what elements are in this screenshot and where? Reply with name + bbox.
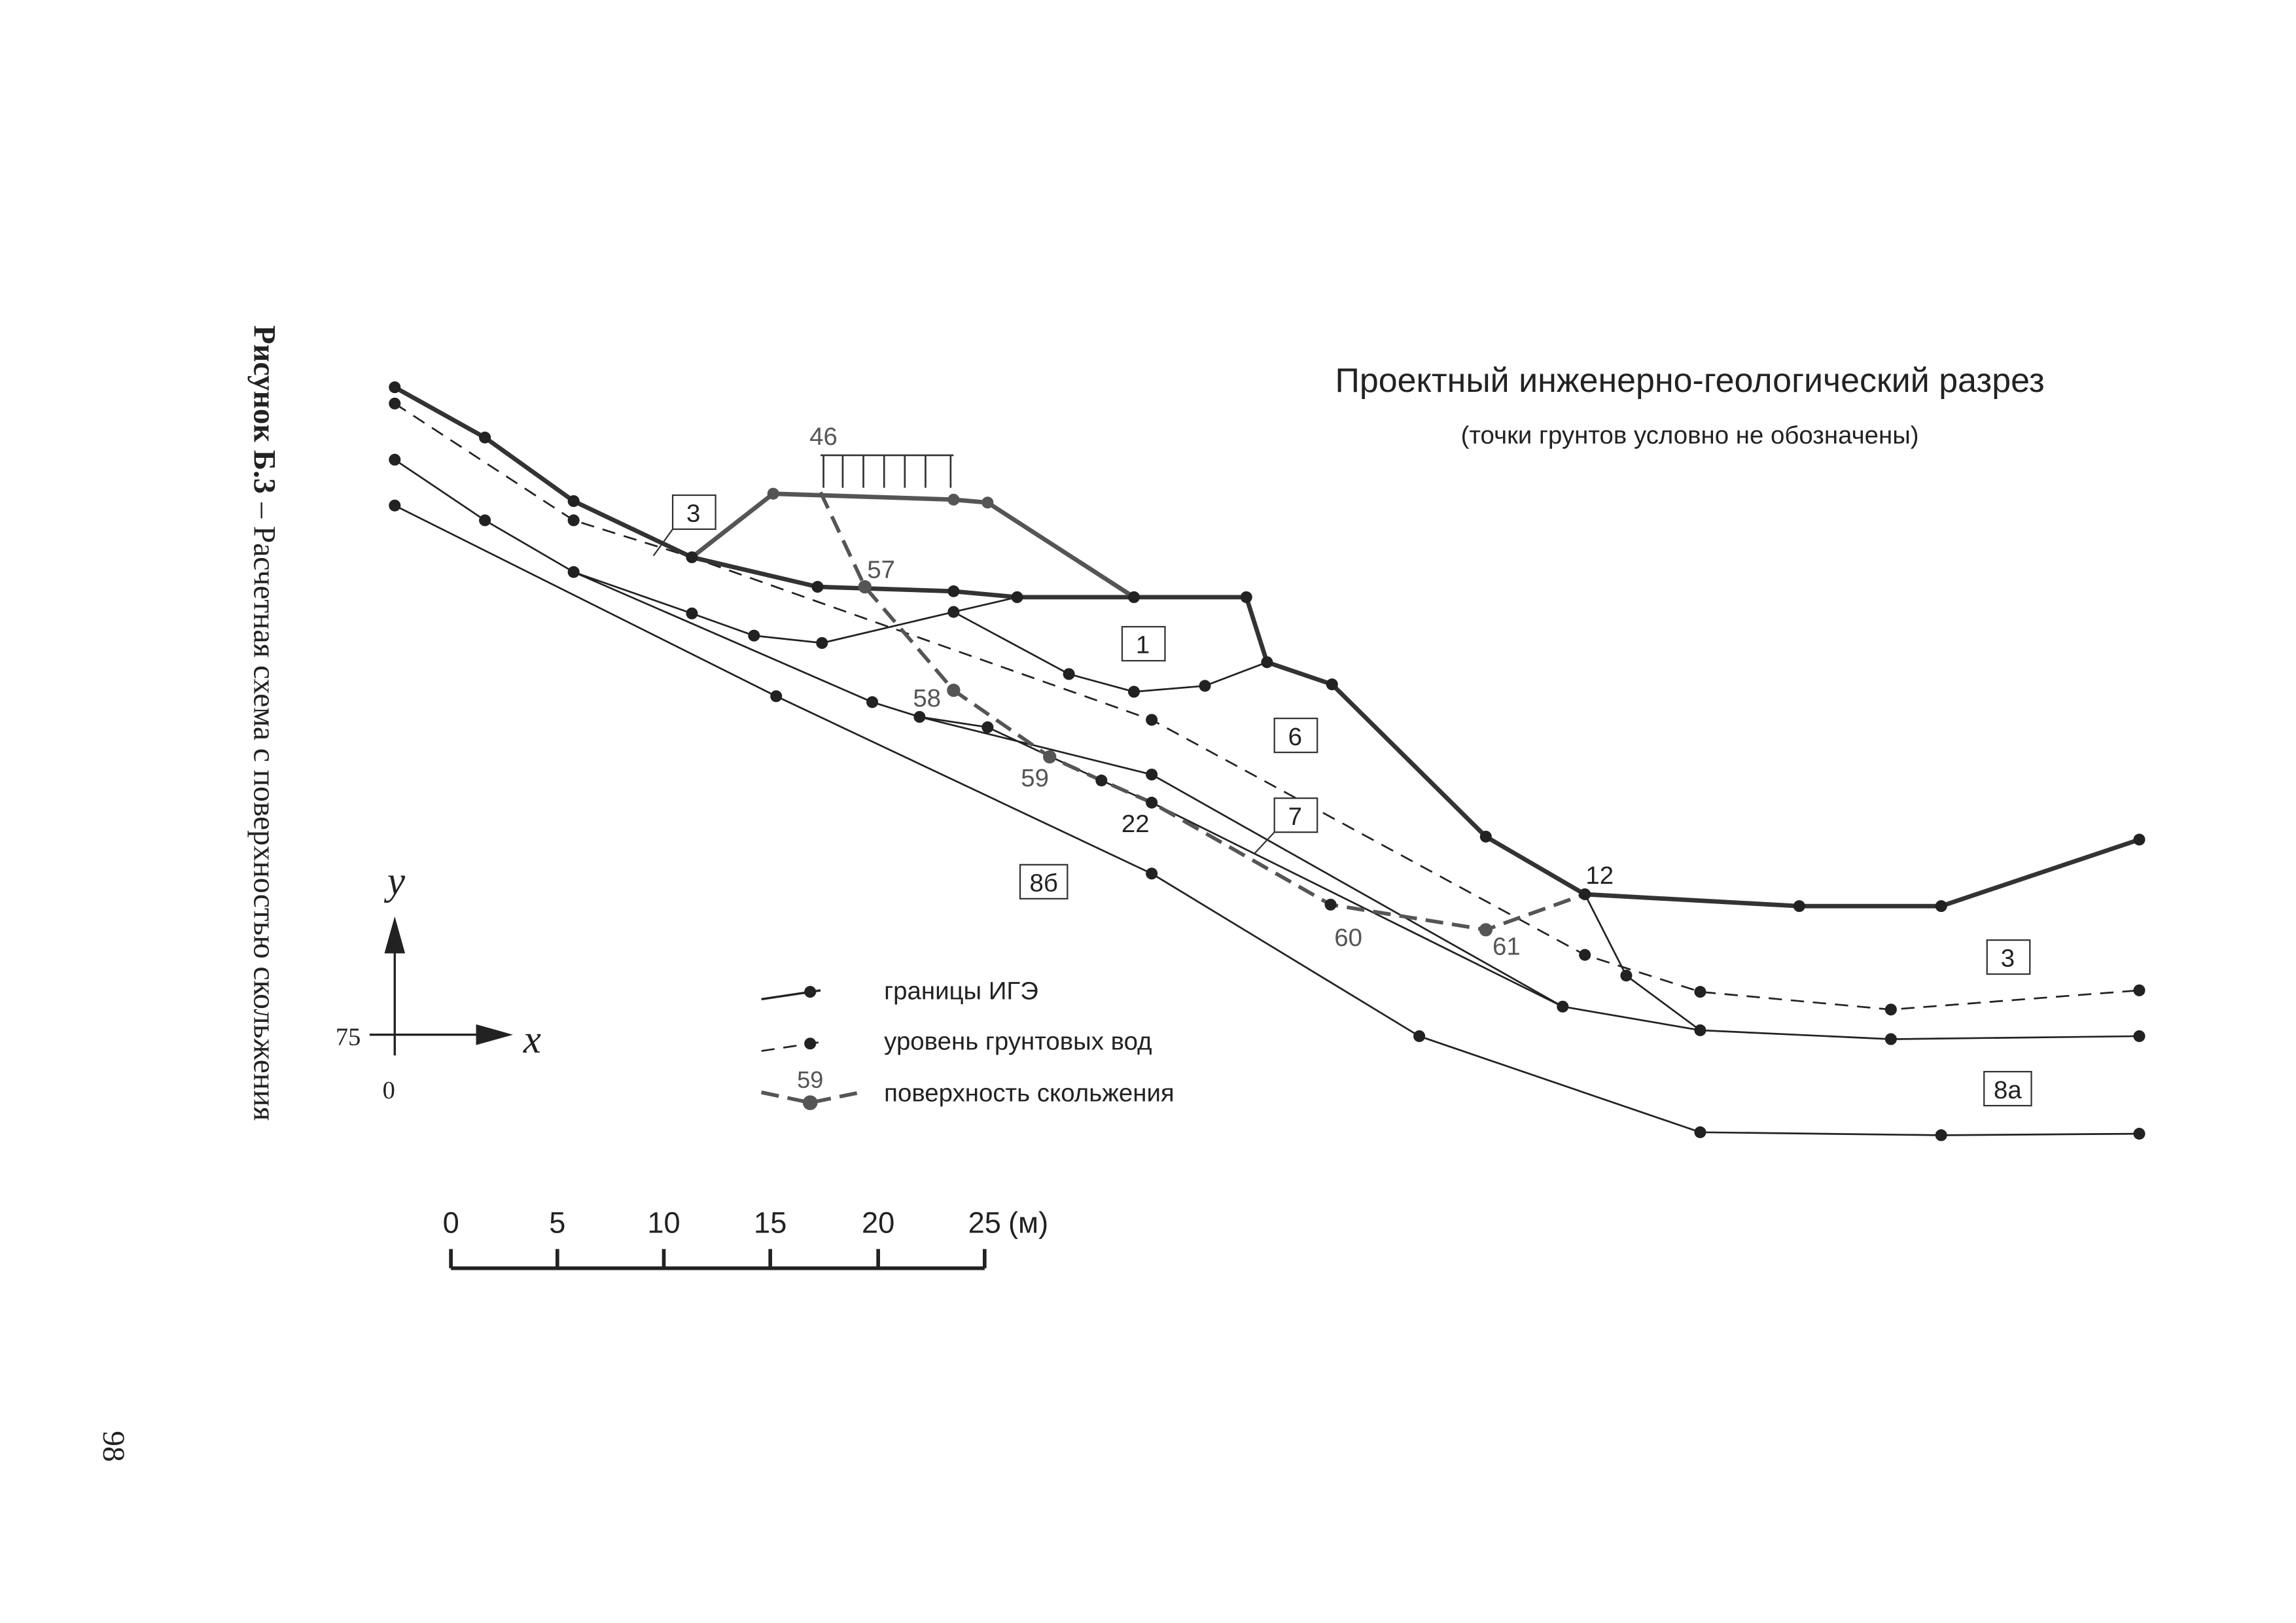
point-labels: 46 57 58 59 22 60 61 12 xyxy=(809,423,1614,961)
scale-bar: 0 5 10 15 20 25 (м) xyxy=(443,1206,1048,1270)
scale-unit: (м) xyxy=(1008,1206,1048,1239)
scale-tick: 10 xyxy=(647,1206,680,1239)
layer-label: 1 xyxy=(1136,631,1150,659)
legend-label: уровень грунтовых вод xyxy=(884,1027,1152,1055)
point-label: 57 xyxy=(867,555,895,584)
point-label: 22 xyxy=(1122,810,1150,838)
scale-tick: 0 xyxy=(443,1206,459,1239)
caption-label: Рисунок Б.3 xyxy=(247,325,281,494)
caption-text: – Расчетная схема с поверхностью скольже… xyxy=(247,502,281,1121)
point-label: 58 xyxy=(913,684,941,712)
point-label: 60 xyxy=(1334,924,1362,952)
legend-label: границы ИГЭ xyxy=(884,977,1038,1005)
axis-origin-label: 0 xyxy=(383,1077,395,1104)
axis-label: y xyxy=(383,860,406,903)
scale-tick: 15 xyxy=(754,1206,786,1239)
caption: Рисунок Б.3 – Расчетная схема с поверхнос… xyxy=(247,325,281,1121)
layer-label: 8б xyxy=(1030,869,1058,898)
title: Проектный инженерно-геологический разрез xyxy=(1335,362,2045,400)
layer-label: 7 xyxy=(1288,803,1302,831)
point-label: 12 xyxy=(1585,862,1614,890)
point-label: 61 xyxy=(1492,933,1521,961)
axis-label: x xyxy=(523,1018,541,1062)
point-label: 46 xyxy=(809,423,838,451)
legend-label: поверхность скольжения xyxy=(884,1079,1174,1107)
axis-origin-label: 75 xyxy=(336,1024,361,1051)
scale-tick: 20 xyxy=(862,1206,894,1239)
subtitle: (точки грунтов условно не обозначены) xyxy=(1461,421,1919,449)
scale-tick: 5 xyxy=(549,1206,565,1239)
scale-tick: 25 xyxy=(968,1206,1001,1239)
legend-marker-label: 59 xyxy=(797,1066,823,1093)
point-label: 59 xyxy=(1021,764,1049,792)
layer-label: 3 xyxy=(2001,945,2015,973)
layer-label: 8а xyxy=(1994,1076,2022,1104)
layer-label: 6 xyxy=(1288,723,1302,751)
section-lines xyxy=(389,381,2146,1142)
page-number: 98 xyxy=(96,1431,130,1461)
legend: границы ИГЭ уровень грунтовых вод 59 пов… xyxy=(761,977,1174,1110)
axes: y x 75 0 xyxy=(336,860,541,1104)
layer-labels: 3 1 6 7 8б 3 8а xyxy=(652,494,2032,1107)
layer-label: 3 xyxy=(686,500,700,528)
